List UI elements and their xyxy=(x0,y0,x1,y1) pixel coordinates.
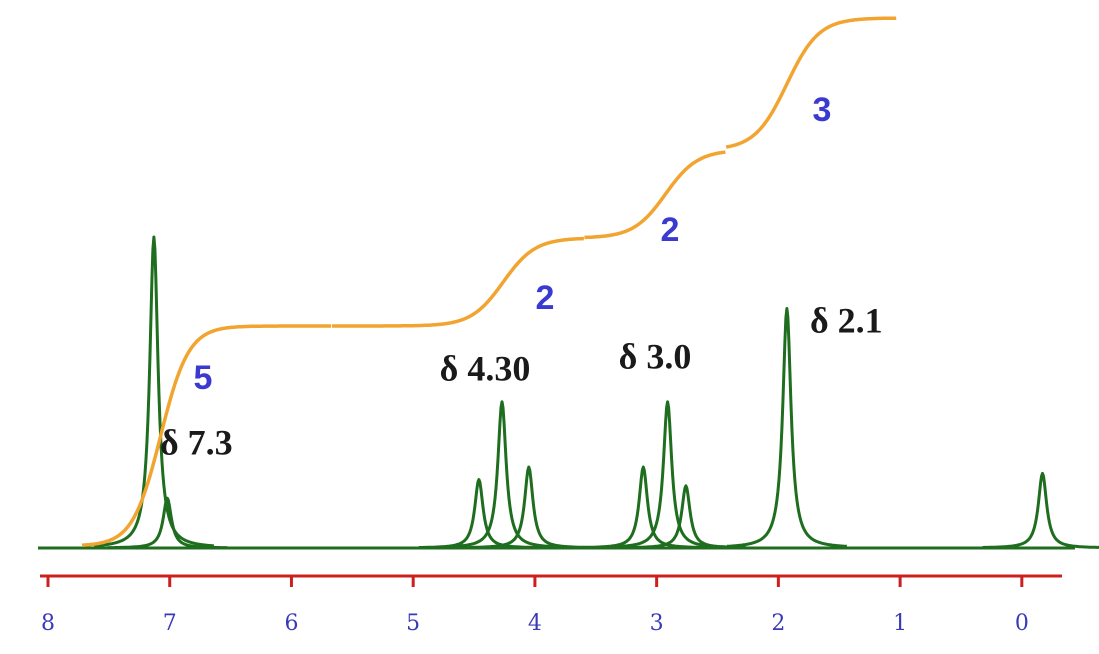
peak xyxy=(982,471,1099,549)
x-tick-label: 8 xyxy=(41,611,55,636)
peak xyxy=(93,235,215,548)
peak xyxy=(607,400,729,549)
peak xyxy=(582,465,704,549)
x-tick-label: 0 xyxy=(1015,611,1029,636)
x-tick-label: 4 xyxy=(528,611,542,636)
integral-step xyxy=(584,150,726,240)
peak-annotation: δ 4.30 xyxy=(440,348,531,388)
peak xyxy=(625,484,747,550)
peak xyxy=(468,465,590,549)
peak xyxy=(106,496,228,550)
integral-step xyxy=(725,16,897,149)
peak-annotation: δ 3.0 xyxy=(619,336,692,376)
integral-label: 3 xyxy=(813,91,832,129)
x-tick-label: 3 xyxy=(650,611,664,636)
integral-step xyxy=(331,236,584,328)
peak xyxy=(418,478,540,549)
x-tick-label: 6 xyxy=(284,611,298,636)
x-tick-label: 5 xyxy=(406,611,420,636)
peak-annotation: δ 7.3 xyxy=(160,422,233,462)
x-tick-label: 1 xyxy=(893,611,907,636)
integral-step xyxy=(81,324,331,547)
x-tick-label: 2 xyxy=(771,611,785,636)
x-tick-label: 7 xyxy=(163,611,177,636)
peak xyxy=(726,307,848,548)
integral-label: 2 xyxy=(661,211,680,249)
peak xyxy=(441,400,563,549)
integral-label: 5 xyxy=(194,359,213,397)
integral-label: 2 xyxy=(536,279,555,317)
peak-annotation: δ 2.1 xyxy=(810,300,883,340)
